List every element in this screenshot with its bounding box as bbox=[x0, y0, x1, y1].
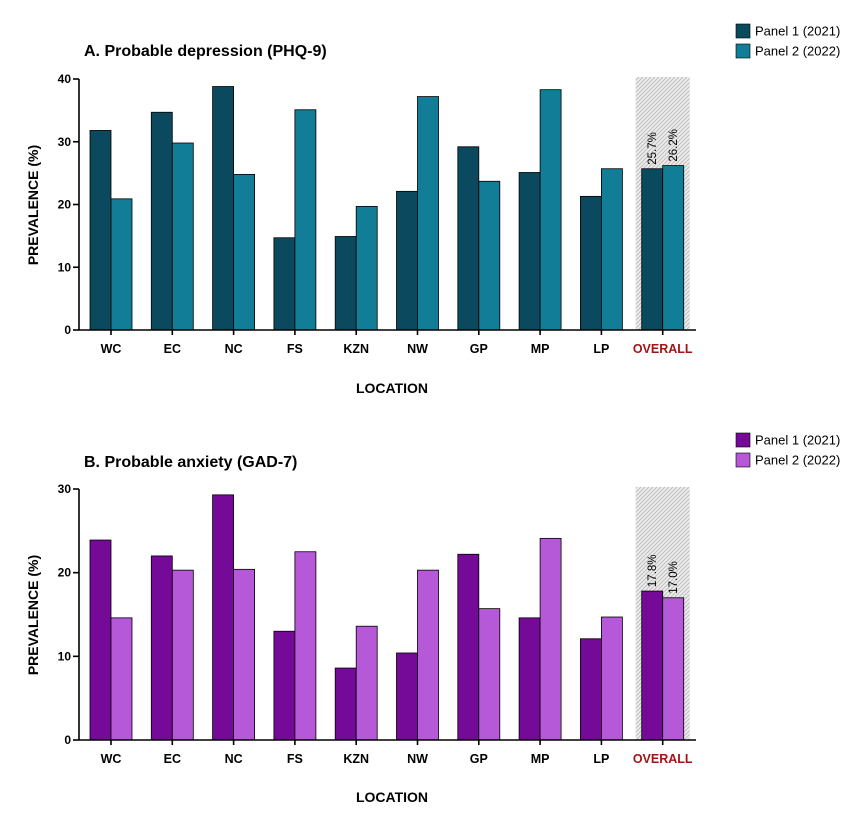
chart-a-bar bbox=[641, 168, 664, 331]
chart-a-bar bbox=[150, 111, 173, 331]
chart-b-bar bbox=[273, 630, 296, 741]
chart-b-ytick-label: 30 bbox=[58, 482, 72, 496]
chart-a-bar bbox=[396, 190, 418, 331]
chart-b-bar bbox=[457, 553, 480, 741]
chart-a-bar bbox=[212, 86, 235, 331]
chart-a-plot: 0 10 20 30 40 WC EC NC FS KZN NW GP MP LP 25.7% 26.2% OV… bbox=[58, 72, 696, 356]
chart-a-bar bbox=[334, 236, 357, 331]
chart-b-ytick-label: 10 bbox=[58, 649, 72, 663]
chart-b-xtick-label: GP bbox=[470, 752, 488, 766]
chart-a-data-label: 26.2% bbox=[668, 129, 680, 162]
chart-b-bar bbox=[539, 537, 562, 741]
chart-b-bar bbox=[294, 551, 317, 741]
chart-b-bar bbox=[396, 652, 418, 741]
chart-b-xtick-label: NW bbox=[407, 752, 428, 766]
chart-a-bar bbox=[273, 237, 296, 331]
chart-a-bar bbox=[294, 109, 317, 331]
chart-b-bar bbox=[580, 638, 602, 741]
chart-a-xtick-label: KZN bbox=[343, 342, 369, 356]
chart-b-bar bbox=[417, 569, 439, 741]
chart-b-xtick-label: LP bbox=[593, 752, 609, 766]
chart-a-legend-label-1: Panel 2 (2022) bbox=[755, 44, 840, 59]
chart-b-legend: Panel 1 (2021) Panel 2 (2022) bbox=[735, 432, 840, 468]
chart-b-bar bbox=[150, 555, 173, 741]
chart-a-ylabel: PREVALENCE (%) bbox=[25, 145, 41, 265]
chart-a-xtick-label: FS bbox=[287, 342, 303, 356]
chart-b-bar bbox=[89, 539, 112, 741]
chart-b-bar bbox=[212, 494, 235, 741]
chart-b-bar bbox=[641, 590, 664, 741]
chart-panel-a: A. Probable depression (PHQ-9) PREVALENC… bbox=[25, 24, 840, 397]
chart-b-bar bbox=[662, 597, 685, 741]
chart-a-bar bbox=[89, 130, 112, 331]
chart-b-legend-swatch-0 bbox=[735, 432, 751, 448]
chart-b-ylabel: PREVALENCE (%) bbox=[25, 555, 41, 675]
chart-b-bar bbox=[355, 625, 378, 741]
chart-a-bar bbox=[580, 195, 602, 331]
chart-a-xtick-label: GP bbox=[470, 342, 488, 356]
chart-b-data-label: 17.0% bbox=[668, 561, 680, 594]
chart-a-data-label: 25.7% bbox=[647, 132, 659, 165]
chart-a-legend-swatch-1 bbox=[735, 43, 751, 59]
chart-b-legend-label-0: Panel 1 (2021) bbox=[755, 433, 840, 448]
chart-a-bar bbox=[662, 165, 685, 331]
chart-a-xlabel: LOCATION bbox=[356, 380, 428, 396]
chart-b-xtick-label: OVERALL bbox=[633, 752, 693, 766]
chart-b-xtick-label: EC bbox=[164, 752, 181, 766]
chart-b-bar bbox=[334, 667, 357, 741]
chart-a-legend-label-0: Panel 1 (2021) bbox=[755, 24, 840, 39]
chart-a-xtick-label: MP bbox=[531, 342, 550, 356]
chart-a-legend-swatch-0 bbox=[735, 23, 751, 39]
chart-b-xlabel: LOCATION bbox=[356, 789, 428, 805]
chart-b-bar bbox=[601, 616, 623, 741]
chart-b-bar bbox=[110, 617, 133, 741]
chart-a-bar bbox=[478, 180, 501, 331]
chart-b-bar bbox=[478, 608, 501, 741]
chart-a-ytick-label: 0 bbox=[64, 323, 71, 337]
chart-a-title: A. Probable depression (PHQ-9) bbox=[84, 43, 327, 60]
chart-a-xtick-label: OVERALL bbox=[633, 342, 693, 356]
chart-a-xtick-label: NC bbox=[225, 342, 243, 356]
chart-a-bar bbox=[457, 146, 480, 331]
chart-b-ytick-label: 0 bbox=[64, 733, 71, 747]
chart-b-ytick-label: 20 bbox=[58, 566, 72, 580]
chart-b-xtick-label: NC bbox=[225, 752, 243, 766]
chart-b-bar bbox=[233, 568, 256, 741]
chart-a-legend: Panel 1 (2021) Panel 2 (2022) bbox=[735, 23, 840, 59]
chart-a-bar bbox=[601, 168, 623, 331]
chart-b-bar bbox=[518, 617, 541, 741]
chart-a-xtick-label: LP bbox=[593, 342, 609, 356]
chart-a-ytick-label: 40 bbox=[58, 72, 72, 86]
chart-a-bar bbox=[518, 172, 541, 331]
chart-b-plot: 0 10 20 30 WC EC NC FS KZN NW GP MP LP 17.8% 17.0% OVER… bbox=[58, 482, 696, 766]
chart-a-bar bbox=[417, 96, 439, 331]
chart-b-bar bbox=[171, 569, 194, 741]
chart-a-ytick-label: 20 bbox=[58, 198, 72, 212]
chart-a-xtick-label: WC bbox=[101, 342, 122, 356]
chart-b-legend-label-1: Panel 2 (2022) bbox=[755, 453, 840, 468]
chart-b-title: B. Probable anxiety (GAD-7) bbox=[84, 454, 297, 471]
chart-a-bar bbox=[110, 198, 133, 331]
chart-a-bar bbox=[539, 89, 562, 331]
chart-b-data-label: 17.8% bbox=[647, 554, 659, 587]
chart-a-bar bbox=[355, 205, 378, 331]
chart-a-xtick-label: EC bbox=[164, 342, 181, 356]
chart-b-xtick-label: FS bbox=[287, 752, 303, 766]
chart-panel-b: B. Probable anxiety (GAD-7) PREVALENCE (… bbox=[25, 433, 840, 806]
chart-b-xtick-label: MP bbox=[531, 752, 550, 766]
chart-a-bar bbox=[171, 142, 194, 331]
chart-a-ytick-label: 10 bbox=[58, 260, 72, 274]
chart-b-xtick-label: WC bbox=[101, 752, 122, 766]
chart-a-ytick-label: 30 bbox=[58, 135, 72, 149]
chart-a-bar bbox=[233, 173, 256, 331]
chart-b-legend-swatch-1 bbox=[735, 452, 751, 468]
chart-b-xtick-label: KZN bbox=[343, 752, 369, 766]
chart-a-xtick-label: NW bbox=[407, 342, 428, 356]
